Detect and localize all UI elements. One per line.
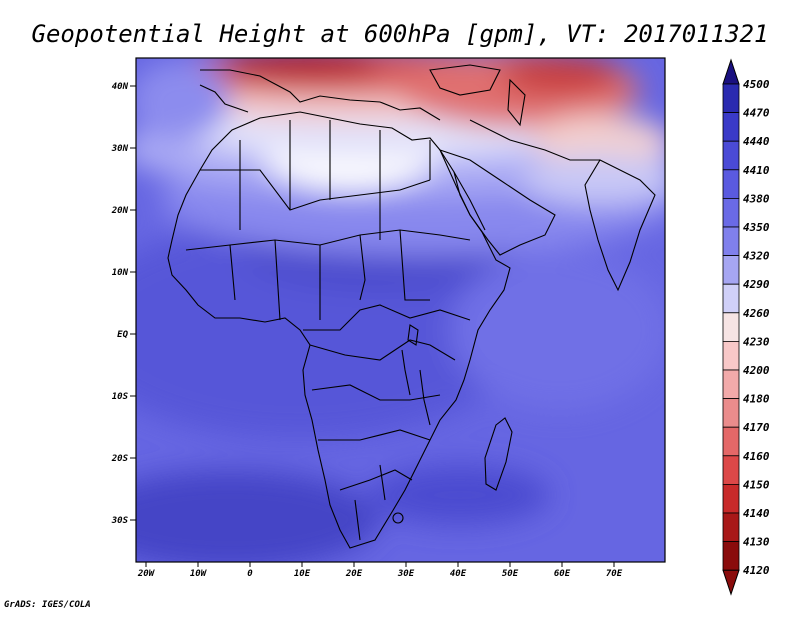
lat-tick-label: 20S bbox=[111, 454, 129, 464]
colorbar-swatch bbox=[722, 340, 740, 371]
colorbar-swatch bbox=[722, 255, 740, 285]
lon-tick-label: 10E bbox=[294, 569, 311, 579]
colorbar-level-label: 4320 bbox=[743, 250, 770, 263]
colorbar-swatch bbox=[722, 112, 740, 142]
colorbar-swatch bbox=[722, 83, 740, 114]
lat-tick-label: 20N bbox=[111, 206, 129, 216]
colorbar-level-label: 4230 bbox=[743, 335, 770, 348]
colorbar-swatch bbox=[722, 541, 740, 571]
lat-tick-label: 30N bbox=[111, 144, 129, 154]
colorbar-swatch bbox=[722, 512, 740, 543]
colorbar-level-label: 4200 bbox=[743, 364, 770, 377]
coastline-borders bbox=[167, 64, 656, 549]
colorbar-min-triangle bbox=[722, 569, 740, 596]
colorbar-swatch bbox=[722, 140, 740, 171]
colorbar-swatch bbox=[722, 312, 740, 342]
colorbar-level-label: 4160 bbox=[743, 450, 770, 463]
lon-tick-label: 60E bbox=[554, 569, 571, 579]
colorbar-swatch bbox=[722, 369, 740, 400]
lon-tick-label: 20E bbox=[345, 569, 363, 579]
colorbar: 4500 4470 4440 4410 4380 4350 4320 4290 4260 4230… bbox=[722, 58, 770, 596]
lat-tick-label: 30S bbox=[111, 516, 129, 526]
lon-tick-label: 10W bbox=[190, 569, 208, 579]
lon-tick-label: 20W bbox=[137, 569, 156, 579]
plot-frame bbox=[135, 57, 666, 563]
colorbar-level-label: 4260 bbox=[743, 307, 770, 320]
colorbar-level-label: 4500 bbox=[743, 78, 770, 91]
colorbar-level-label: 4180 bbox=[743, 393, 770, 406]
lat-tick-label: 10S bbox=[112, 392, 129, 402]
lat-tick-label: EQ bbox=[117, 330, 128, 340]
colorbar-level-label: 4380 bbox=[743, 192, 770, 205]
colorbar-swatch bbox=[722, 455, 740, 485]
colorbar-max-triangle bbox=[722, 58, 740, 85]
colorbar-level-label: 4350 bbox=[743, 221, 770, 234]
lon-tick-label: 40E bbox=[450, 569, 467, 579]
geopotential-field bbox=[136, 58, 665, 562]
colorbar-swatch bbox=[722, 283, 740, 314]
lon-tick-label: 30E bbox=[397, 569, 415, 579]
colorbar-level-label: 4170 bbox=[743, 421, 770, 434]
colorbar-level-label: 4140 bbox=[743, 507, 770, 520]
lat-tick-label: 10N bbox=[112, 268, 129, 278]
colorbar-swatch bbox=[722, 398, 740, 428]
lat-axis: 40N 30N 20N 10N EQ 10S 20S 30S bbox=[111, 82, 136, 526]
lon-tick-label: 0 bbox=[247, 569, 253, 579]
colorbar-level-label: 4290 bbox=[743, 278, 770, 291]
colorbar-swatch bbox=[722, 483, 740, 514]
colorbar-level-label: 4410 bbox=[743, 164, 770, 177]
colorbar-level-label: 4470 bbox=[743, 107, 770, 120]
colorbar-swatch bbox=[722, 169, 740, 199]
colorbar-swatch bbox=[722, 197, 740, 228]
footer-credit: GrADS: IGES/COLA bbox=[4, 600, 91, 610]
colorbar-level-label: 4120 bbox=[743, 564, 770, 577]
colorbar-swatch bbox=[722, 426, 740, 457]
chart-title: Geopotential Height at 600hPa [gpm], VT:… bbox=[32, 20, 769, 48]
lon-tick-label: 50E bbox=[502, 569, 519, 579]
colorbar-level-label: 4150 bbox=[743, 478, 770, 491]
lat-tick-label: 40N bbox=[112, 82, 129, 92]
lon-tick-label: 70E bbox=[606, 569, 623, 579]
colorbar-level-label: 4130 bbox=[743, 536, 770, 549]
lon-axis: 20W 10W 0 10E 20E 30E 40E 50E 60E 70E bbox=[137, 562, 623, 579]
colorbar-level-label: 4440 bbox=[743, 135, 770, 148]
colorbar-swatch bbox=[722, 226, 740, 257]
